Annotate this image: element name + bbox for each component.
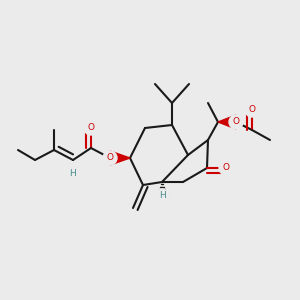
- Circle shape: [103, 151, 117, 165]
- Text: H: H: [69, 169, 75, 178]
- Text: O: O: [88, 124, 94, 133]
- Text: O: O: [106, 154, 113, 163]
- Text: O: O: [232, 118, 239, 127]
- Circle shape: [219, 161, 233, 175]
- Polygon shape: [110, 151, 130, 165]
- Text: O: O: [248, 106, 256, 115]
- Circle shape: [155, 189, 169, 203]
- Polygon shape: [218, 115, 236, 129]
- Circle shape: [65, 167, 79, 181]
- Circle shape: [245, 103, 259, 117]
- Text: O: O: [223, 164, 230, 172]
- Circle shape: [84, 121, 98, 135]
- Circle shape: [229, 115, 243, 129]
- Text: H: H: [159, 191, 165, 200]
